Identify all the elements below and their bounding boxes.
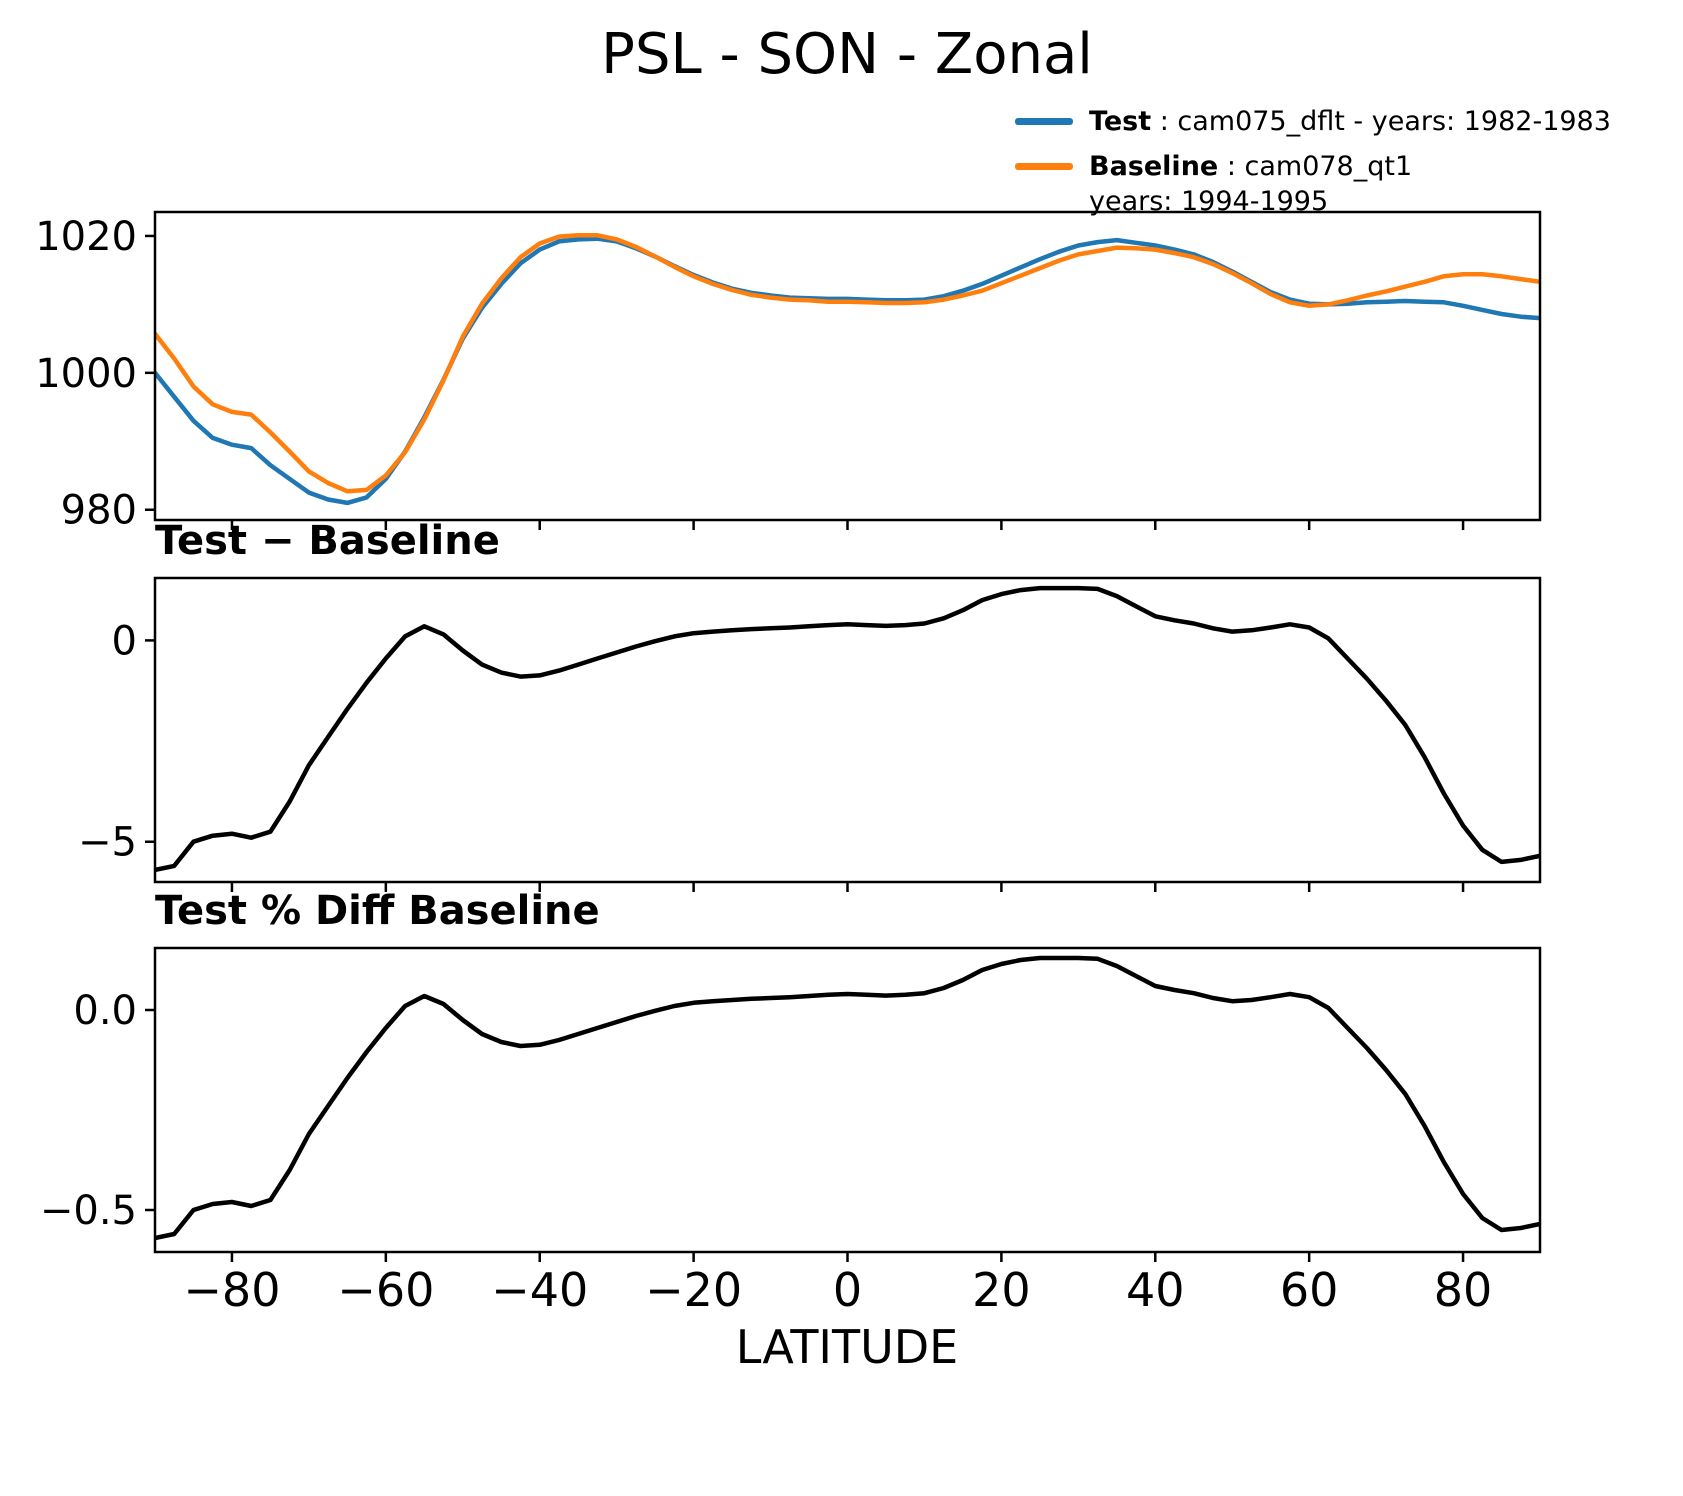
x-tick-label: 20 bbox=[972, 1263, 1031, 1317]
x-tick-label: −80 bbox=[183, 1263, 280, 1317]
legend-test-desc: : cam075_dflt - years: 1982-1983 bbox=[1151, 106, 1611, 137]
subplot-title-pct-diff: Test % Diff Baseline bbox=[155, 888, 600, 934]
legend-baseline-years: years: 1994-1995 bbox=[1089, 186, 1329, 218]
axes-border bbox=[153, 576, 1542, 884]
legend-baseline-label: Baseline bbox=[1089, 151, 1219, 183]
x-tick-label: 40 bbox=[1126, 1263, 1185, 1317]
legend-entry-test: Test : cam075_dflt - years: 1982-1983 bbox=[1015, 104, 1611, 139]
axes-border bbox=[153, 946, 1542, 1254]
y-tick-label: −5 bbox=[78, 820, 137, 866]
legend: Test : cam075_dflt - years: 1982-1983 Ba… bbox=[1015, 104, 1611, 229]
test-line bbox=[155, 236, 1540, 506]
y-tick-label: 1000 bbox=[35, 351, 137, 397]
x-tick-label: −60 bbox=[337, 1263, 434, 1317]
y-tick-label: 0.0 bbox=[73, 988, 137, 1034]
diff-line bbox=[155, 585, 1540, 873]
baseline-line bbox=[155, 233, 1540, 494]
x-tick-label: 0 bbox=[833, 1263, 862, 1317]
chart-title: PSL - SON - Zonal bbox=[601, 22, 1093, 87]
x-axis-label: LATITUDE bbox=[735, 1320, 959, 1374]
legend-test-text: Test : cam075_dflt - years: 1982-1983 bbox=[1089, 104, 1611, 139]
baseline-line-swatch bbox=[1015, 163, 1073, 171]
legend-test-label: Test bbox=[1089, 106, 1152, 137]
subplot-title-diff: Test − Baseline bbox=[155, 518, 500, 564]
pct-diff-line bbox=[155, 955, 1540, 1241]
legend-baseline-desc: : cam078_qt1 bbox=[1218, 151, 1413, 183]
y-tick-label: 0 bbox=[112, 618, 137, 664]
x-tick-label: 80 bbox=[1434, 1263, 1493, 1317]
x-tick-label: 60 bbox=[1280, 1263, 1339, 1317]
y-tick-label: −0.5 bbox=[40, 1188, 137, 1234]
y-tick-label: 980 bbox=[61, 488, 137, 534]
x-tick-label: −40 bbox=[491, 1263, 588, 1317]
axes-border bbox=[153, 210, 1542, 522]
test-line-swatch bbox=[1015, 118, 1073, 125]
x-tick-label: −20 bbox=[645, 1263, 742, 1317]
legend-entry-baseline: Baseline : cam078_qt1 years: 1994-1995 bbox=[1015, 149, 1611, 219]
legend-baseline-text: Baseline : cam078_qt1 years: 1994-1995 bbox=[1089, 149, 1412, 219]
y-tick-label: 1020 bbox=[35, 214, 137, 260]
